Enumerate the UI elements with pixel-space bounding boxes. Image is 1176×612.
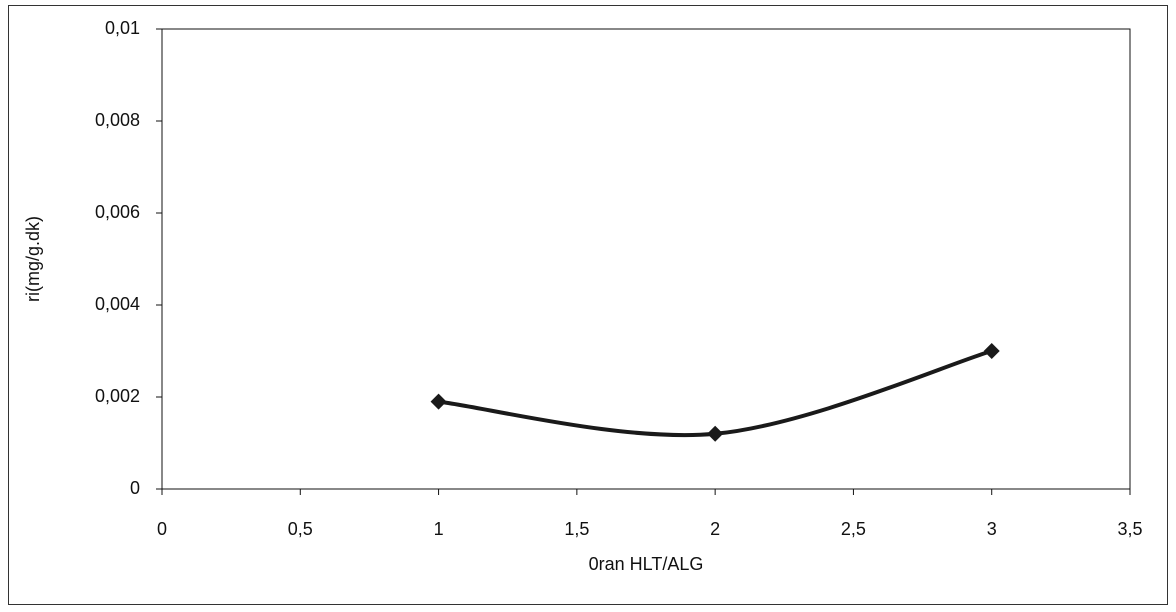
x-tick-label: 2,5 <box>841 519 866 539</box>
y-axis-label: ri(mg/g.dk) <box>23 216 43 302</box>
y-tick-label: 0 <box>130 478 140 498</box>
x-tick-label: 3,5 <box>1117 519 1142 539</box>
y-tick-label: 0,008 <box>95 110 140 130</box>
x-tick-label: 3 <box>987 519 997 539</box>
chart-border <box>8 5 1168 605</box>
y-tick-label: 0,01 <box>105 18 140 38</box>
data-point <box>983 343 1000 359</box>
y-tick-label: 0,002 <box>95 386 140 406</box>
data-point <box>430 393 447 410</box>
plot-area <box>161 28 1131 490</box>
series-line <box>438 349 993 438</box>
x-tick-label: 0 <box>157 519 167 539</box>
y-tick-label: 0,004 <box>95 294 140 314</box>
x-tick-label: 0,5 <box>288 519 313 539</box>
x-tick-label: 1 <box>434 519 444 539</box>
x-tick-label: 1,5 <box>564 519 589 539</box>
data-point <box>707 425 724 442</box>
y-tick-label: 0,006 <box>95 202 140 222</box>
x-tick-label: 2 <box>710 519 720 539</box>
x-axis-label: 0ran HLT/ALG <box>589 554 704 574</box>
